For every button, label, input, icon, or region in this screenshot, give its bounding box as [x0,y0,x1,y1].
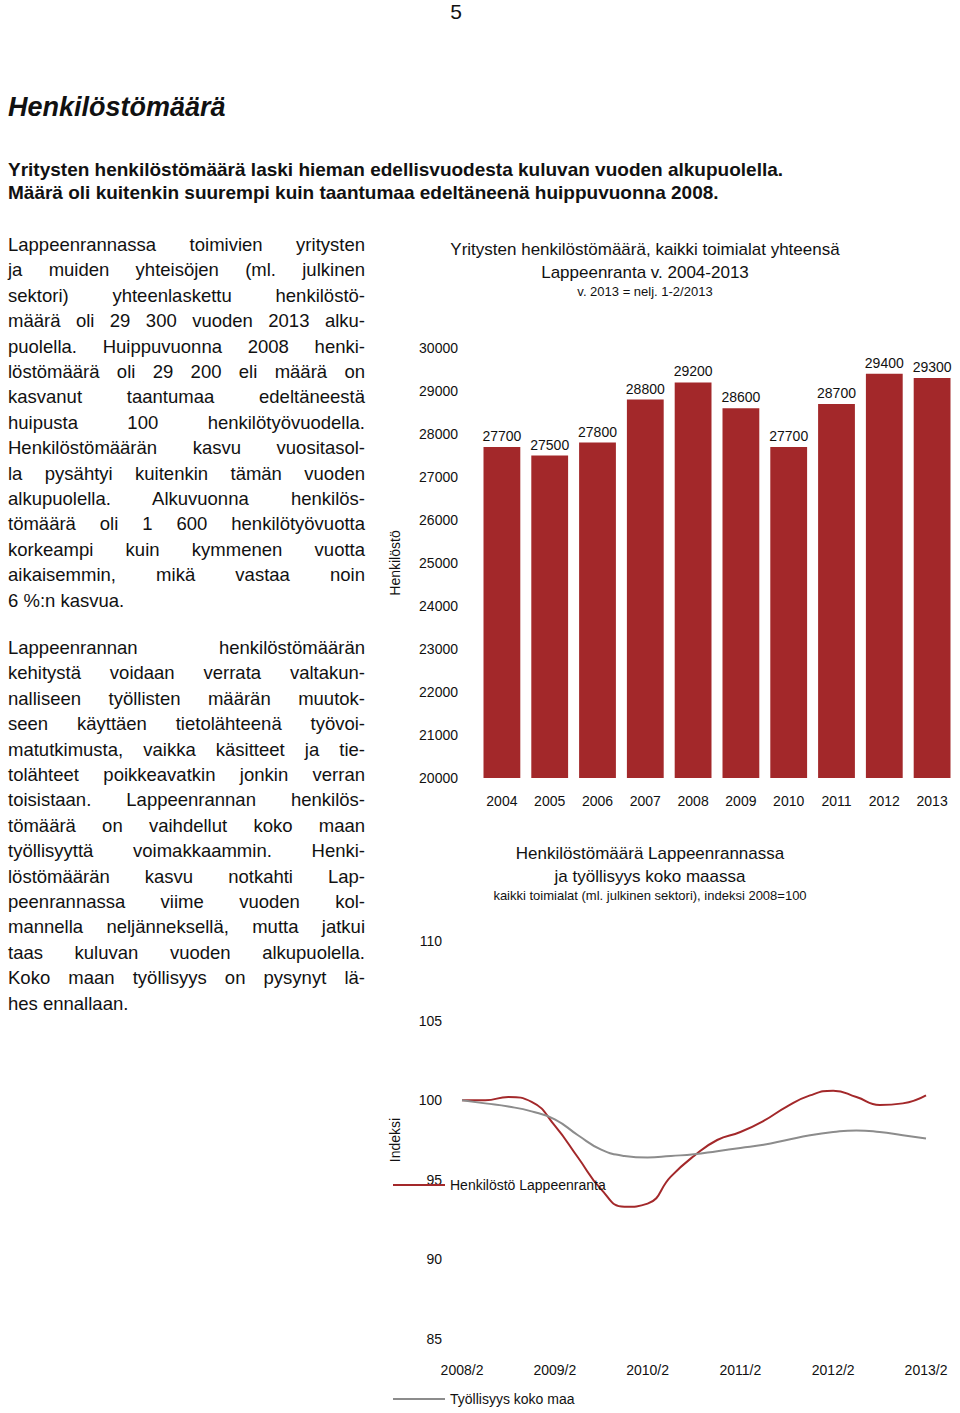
svg-text:2012: 2012 [869,793,900,809]
html-text:korkeampi kuin kymmenen vuotta: korkeampi kuin kymmenen vuotta [8,538,365,560]
svg-text:2006: 2006 [582,793,613,809]
svg-text:2005: 2005 [534,793,565,809]
html-text:v. 2013 = nelj. 1-2/2013: v. 2013 = nelj. 1-2/2013 [577,284,713,299]
html-text:taas kuluvan vuoden alkupuolel: taas kuluvan vuoden alkupuolella. [8,941,365,963]
svg-text:2010: 2010 [773,793,804,809]
svg-text:105: 105 [419,1013,443,1029]
svg-text:2011/2: 2011/2 [720,1362,762,1378]
html-text:Henkilöstömäärä: Henkilöstömäärä [8,92,226,122]
html-text:la pysähtyi kuitenkin tämän vu: la pysähtyi kuitenkin tämän vuoden [8,462,365,484]
svg-text:29300: 29300 [913,359,952,375]
svg-text:2008/2: 2008/2 [441,1362,484,1378]
html-text:tolähteet poikkeavatkin jonkin: tolähteet poikkeavatkin jonkin verran [8,764,365,785]
html-text:tömäärä oli 1 600 henkilötyövu: tömäärä oli 1 600 henkilötyövuotta [8,513,365,535]
html-text:Lappeenrannan henkilöstömäärän: Lappeenrannan henkilöstömäärän [8,637,365,658]
html-text:mannella neljänneksellä, mutta: mannella neljänneksellä, mutta jatkui [8,916,365,938]
html-text:löstömäärän kasvu notkahti Lap: löstömäärän kasvu notkahti Lap- [8,865,365,887]
html-text:Yritysten henkilöstömäärä, kai: Yritysten henkilöstömäärä, kaikki toimia… [450,240,840,259]
svg-text:27800: 27800 [578,424,617,440]
svg-text:110: 110 [420,933,443,949]
svg-text:28600: 28600 [721,389,760,405]
html-text:5: 5 [450,0,462,23]
html-text:Lappeenranta v. 2004-2013: Lappeenranta v. 2004-2013 [541,263,749,282]
svg-text:23000: 23000 [419,641,458,657]
svg-text:2004: 2004 [486,793,517,809]
html-text:löstömäärä oli 29 200 eli määr: löstömäärä oli 29 200 eli määrä on [8,361,365,382]
svg-text:29200: 29200 [674,363,713,379]
html-text:huipusta 100 henkilötyövuodell: huipusta 100 henkilötyövuodella. [8,411,365,433]
html-text:työllisyyttä voimakkaammin. He: työllisyyttä voimakkaammin. Henki- [8,840,365,862]
html-text:seen käyttäen tietolähteenä ty: seen käyttäen tietolähteenä työvoi- [8,713,365,735]
html-text:peenrannassa viime vuoden kol-: peenrannassa viime vuoden kol- [8,891,365,913]
html-text:aikaisemmin, mikä vastaa noin: aikaisemmin, mikä vastaa noin [8,564,365,586]
html-text:määrä oli 29 300 vuoden 2013 a: määrä oli 29 300 vuoden 2013 alku- [8,310,365,332]
html-text:nalliseen työllisten määrän mu: nalliseen työllisten määrän muutok- [8,687,365,709]
svg-text:29000: 29000 [419,383,458,399]
html-text:Koko maan työllisyys on pysyny: Koko maan työllisyys on pysynyt lä- [8,967,365,989]
svg-text:2009: 2009 [725,793,756,809]
svg-text:Henkilöstö: Henkilöstö [387,530,403,596]
html-text:kaikki toimialat (ml. julkinen: kaikki toimialat (ml. julkinen sektori),… [493,888,807,903]
html-text:Henkilöstömäärän kasvu vuosita: Henkilöstömäärän kasvu vuositasol- [8,437,365,459]
html-text:6 %:n kasvua.: 6 %:n kasvua. [8,589,125,611]
svg-text:27000: 27000 [419,469,458,485]
html-text:matutkimusta, vaikka käsitteet: matutkimusta, vaikka käsitteet ja tie- [8,738,365,760]
svg-text:2012/2: 2012/2 [812,1362,855,1378]
html-text:Määrä oli kuitenkin suurempi k: Määrä oli kuitenkin suurempi kuin taantu… [8,182,719,203]
html-text:sektori) yhteenlaskettu henkil: sektori) yhteenlaskettu henkilöstö- [8,284,365,306]
svg-text:2007: 2007 [630,793,661,809]
svg-text:100: 100 [419,1092,443,1108]
svg-text:27700: 27700 [482,428,521,444]
svg-text:2011: 2011 [821,793,851,809]
html-text:tömäärä on vaihdellut koko maa: tömäärä on vaihdellut koko maan [8,814,365,836]
svg-text:20000: 20000 [419,770,458,786]
html-text:Yritysten henkilöstömäärä lask: Yritysten henkilöstömäärä laski hieman e… [8,159,783,180]
svg-text:2010/2: 2010/2 [626,1362,669,1378]
html-text:Henkilöstömäärä Lappeenrannass: Henkilöstömäärä Lappeenrannassa [515,844,785,863]
svg-text:28700: 28700 [817,385,856,401]
svg-text:26000: 26000 [419,512,458,528]
html-text:alkupuolella. Alkuvuonna henki: alkupuolella. Alkuvuonna henkilös- [8,488,365,510]
svg-text:2013: 2013 [917,793,948,809]
svg-text:85: 85 [426,1331,442,1347]
svg-text:95: 95 [426,1171,442,1188]
html-text:ja muiden yhteisöjen (ml. julk: ja muiden yhteisöjen (ml. julkinen [8,259,365,281]
svg-text:29400: 29400 [865,355,904,371]
svg-text:Työllisyys koko maa: Työllisyys koko maa [450,1391,575,1407]
svg-text:25000: 25000 [419,555,458,571]
svg-text:Indeksi: Indeksi [387,1118,403,1162]
html-text:kehitystä voidaan verrata valt: kehitystä voidaan verrata valtakun- [8,662,365,684]
html-text:puolella. Huippuvuonna 2008 he: puolella. Huippuvuonna 2008 henki- [8,335,365,357]
html-text:ja työllisyys koko maassa: ja työllisyys koko maassa [554,867,746,886]
html-text:kasvanut taantumaa edeltäneest: kasvanut taantumaa edeltäneestä [8,386,365,408]
html-text:hes ennallaan.: hes ennallaan. [8,992,129,1014]
svg-text:24000: 24000 [419,598,458,614]
svg-text:2008: 2008 [678,793,709,809]
svg-text:27700: 27700 [769,428,808,444]
html-text:toisistaan. Lappeenrannan henk: toisistaan. Lappeenrannan henkilös- [8,789,365,811]
svg-text:22000: 22000 [419,684,458,700]
svg-text:30000: 30000 [419,340,458,356]
svg-text:27500: 27500 [530,437,569,453]
svg-text:2013/2: 2013/2 [905,1362,948,1378]
svg-text:2009/2: 2009/2 [533,1362,576,1378]
svg-text:28000: 28000 [419,426,458,442]
html-text:Lappeenrannassa toimivien yrit: Lappeenrannassa toimivien yritysten [8,234,365,255]
svg-text:90: 90 [426,1251,442,1267]
svg-text:21000: 21000 [419,727,458,743]
svg-text:28800: 28800 [626,381,665,397]
svg-text:Henkilöstö Lappeenranta: Henkilöstö Lappeenranta [450,1177,606,1193]
